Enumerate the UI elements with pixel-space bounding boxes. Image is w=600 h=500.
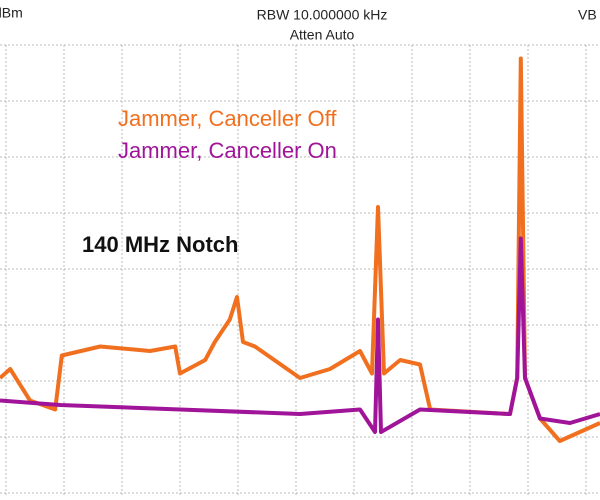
header-right: VB — [578, 7, 597, 23]
header-center-sub: Atten Auto — [290, 27, 355, 43]
grid — [0, 44, 600, 495]
header-center: RBW 10.000000 kHz — [257, 7, 388, 23]
annotation: 140 MHz Notch — [82, 232, 238, 257]
traces — [0, 56, 600, 443]
trace — [0, 236, 600, 434]
legend-entry: Jammer, Canceller Off — [118, 106, 337, 131]
header-left: dBm — [0, 5, 23, 21]
legend-entry: Jammer, Canceller On — [118, 138, 337, 163]
